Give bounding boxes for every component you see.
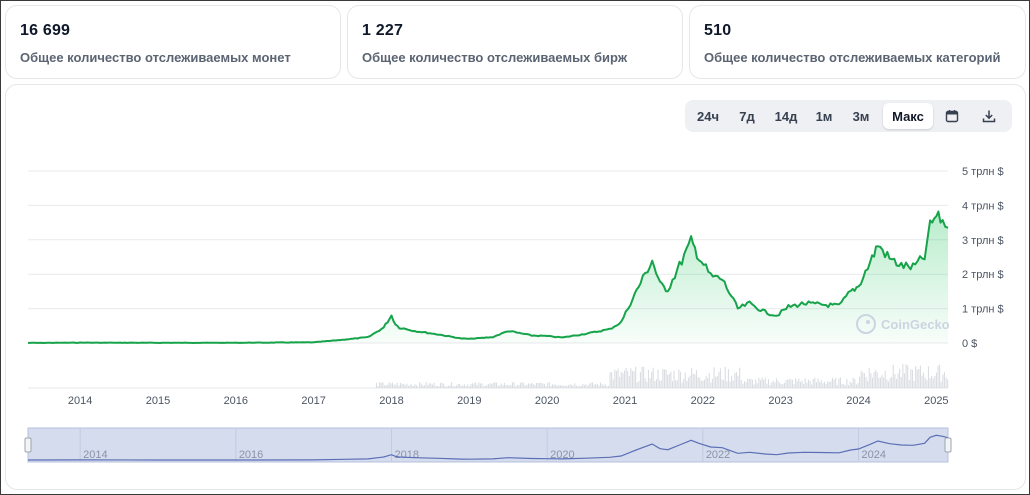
range-24h-button[interactable]: 24ч (696, 108, 719, 124)
stat-card-categories: 510 Общее количество отслеживаемых катег… (689, 5, 1026, 79)
range-7d-button[interactable]: 7д (739, 108, 755, 124)
coins-count: 16 699 (20, 22, 71, 39)
range-14d-button[interactable]: 14д (774, 108, 798, 124)
time-range-selector: 24ч 7д 14д 1м 3м Макс (685, 100, 1012, 132)
exchanges-count: 1 227 (362, 22, 404, 39)
market-cap-chart-card (5, 84, 1026, 490)
coins-label: Общее количество отслеживаемых монет (20, 50, 291, 65)
download-icon (982, 110, 996, 123)
range-3m-button[interactable]: 3м (852, 108, 870, 124)
categories-count: 510 (704, 22, 732, 39)
stat-card-coins: 16 699 Общее количество отслеживаемых мо… (5, 5, 341, 79)
calendar-button[interactable] (933, 103, 971, 129)
download-button[interactable] (971, 103, 1007, 129)
exchanges-label: Общее количество отслеживаемых бирж (362, 50, 628, 65)
range-1m-button[interactable]: 1м (815, 108, 833, 124)
calendar-icon (945, 110, 959, 123)
stat-card-exchanges: 1 227 Общее количество отслеживаемых бир… (347, 5, 683, 79)
range-max-button[interactable]: Макс (883, 103, 933, 129)
categories-label: Общее количество отслеживаемых категорий (704, 50, 1001, 65)
